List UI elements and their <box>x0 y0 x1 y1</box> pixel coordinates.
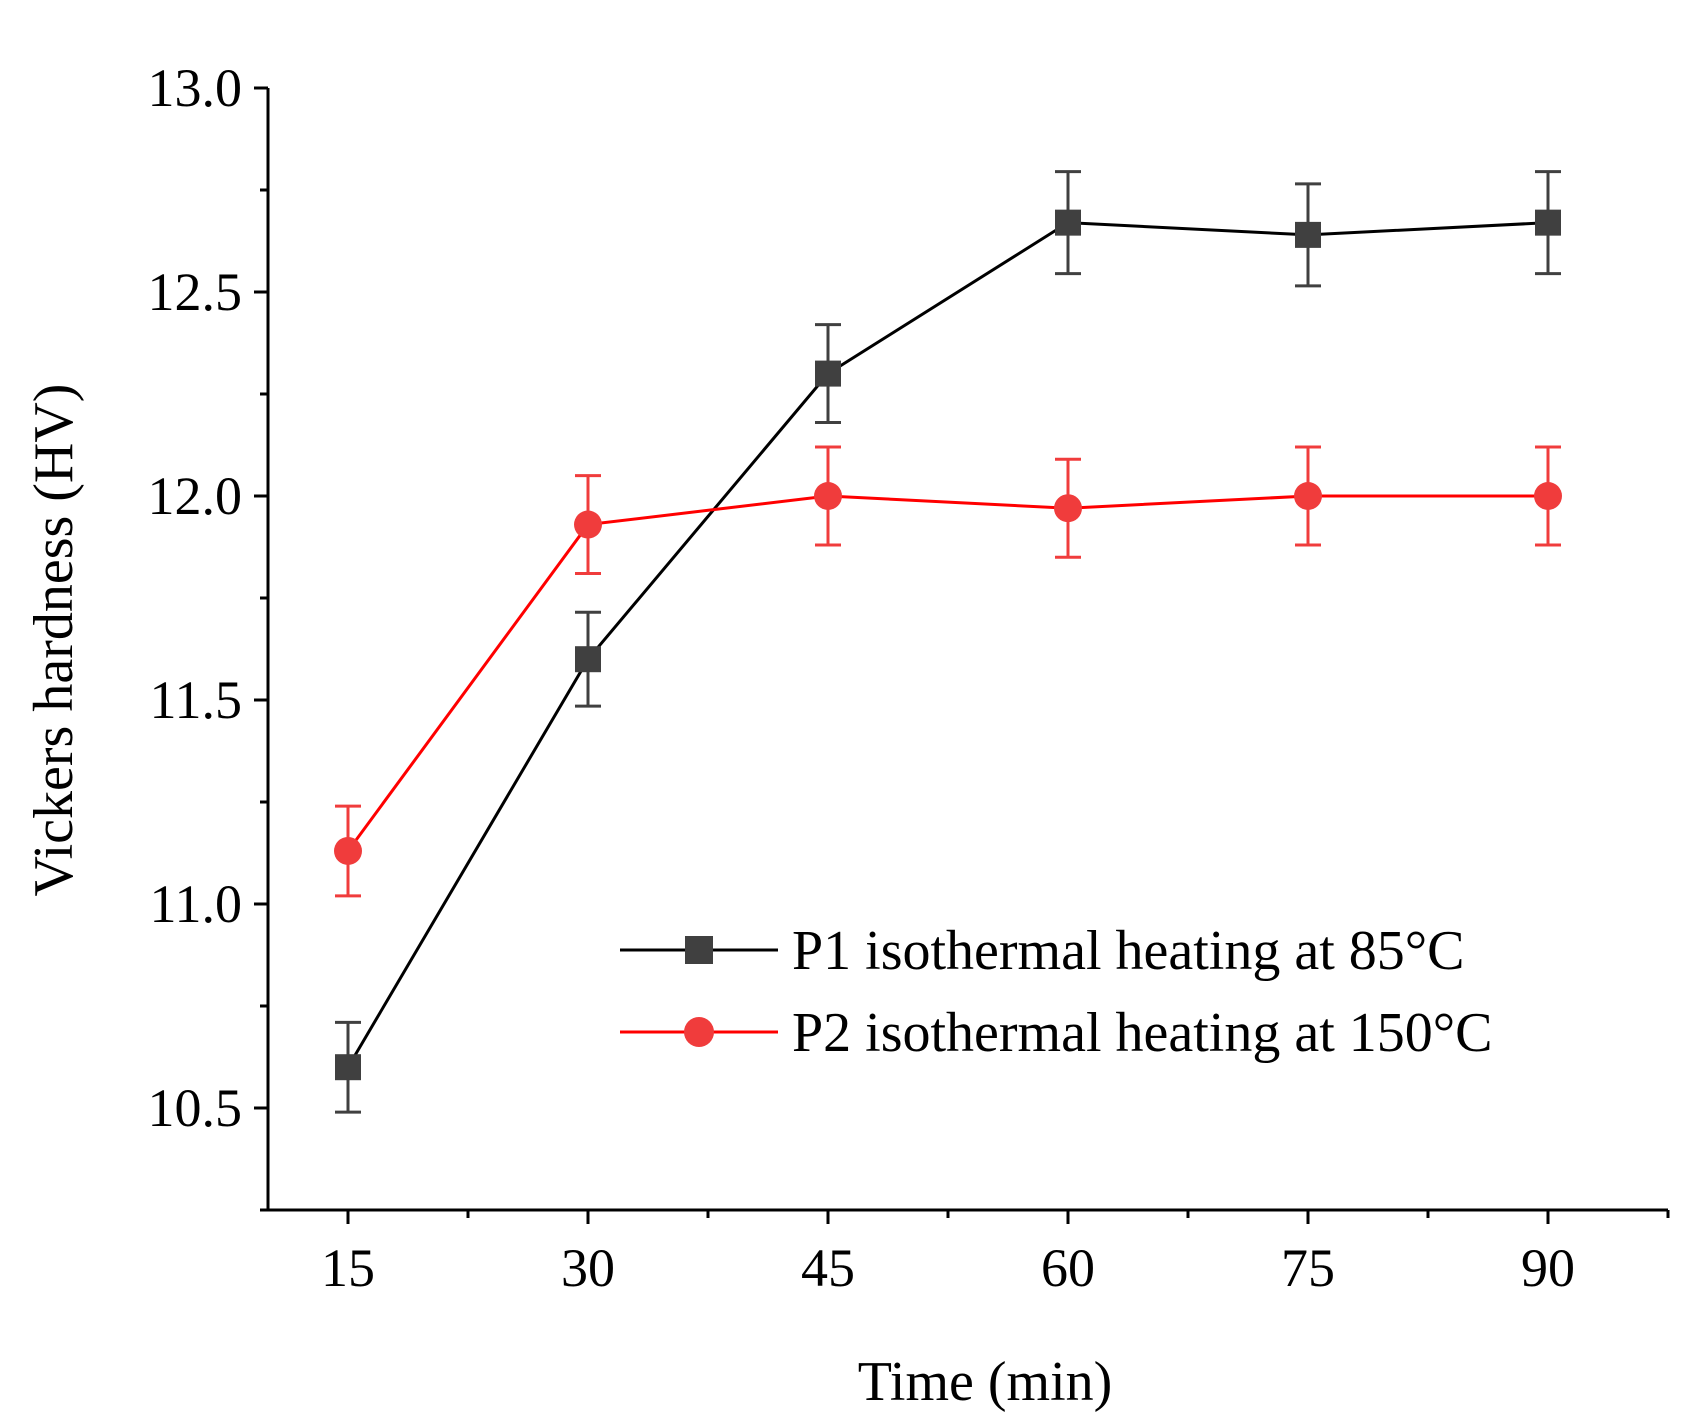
data-point <box>1055 209 1081 236</box>
series-2 <box>334 445 1562 898</box>
x-tick-label: 45 <box>801 1238 855 1298</box>
legend-label-p2: P2 isothermal heating at 150°C <box>792 1002 1493 1064</box>
legend-label-p1: P1 isothermal heating at 85°C <box>792 920 1465 982</box>
y-tick-label: 12.5 <box>148 262 243 322</box>
data-point <box>1535 209 1561 236</box>
y-tick-label: 11.0 <box>150 874 243 934</box>
series-line <box>346 494 1548 852</box>
data-point <box>1295 221 1321 248</box>
x-tick-label: 15 <box>321 1238 375 1298</box>
x-tick-label: 90 <box>1521 1238 1575 1298</box>
data-point <box>574 510 602 539</box>
x-tick-label: 60 <box>1041 1238 1095 1298</box>
y-axis: 10.5 11.0 11.5 12.0 12.5 13.0 <box>148 58 270 1212</box>
data-point <box>1294 482 1322 510</box>
series-1 <box>335 170 1561 1114</box>
y-tick-label: 13.0 <box>148 58 243 118</box>
data-point <box>335 1054 361 1081</box>
y-tick-label: 10.5 <box>148 1078 243 1138</box>
legend-marker-p2 <box>684 1017 714 1047</box>
data-point <box>815 360 841 387</box>
x-tick-label: 75 <box>1281 1238 1335 1298</box>
data-point <box>814 482 842 510</box>
x-tick-label: 30 <box>561 1238 615 1298</box>
data-point <box>1534 482 1562 510</box>
data-point <box>1054 494 1082 523</box>
y-axis-title: Vickers hardness (HV) <box>23 384 85 897</box>
series-line <box>346 221 1549 1068</box>
y-tick-label: 12.0 <box>148 466 243 526</box>
legend-marker-p1 <box>685 936 713 964</box>
data-point <box>575 646 601 673</box>
legend: P1 isothermal heating at 85°C P2 isother… <box>620 920 1493 1064</box>
data-point <box>334 836 362 865</box>
series-layer <box>334 170 1562 1114</box>
x-axis-title: Time (min) <box>858 1351 1113 1413</box>
y-tick-label: 11.5 <box>150 670 243 730</box>
x-axis: 15 30 45 60 75 90 <box>268 1208 1670 1298</box>
